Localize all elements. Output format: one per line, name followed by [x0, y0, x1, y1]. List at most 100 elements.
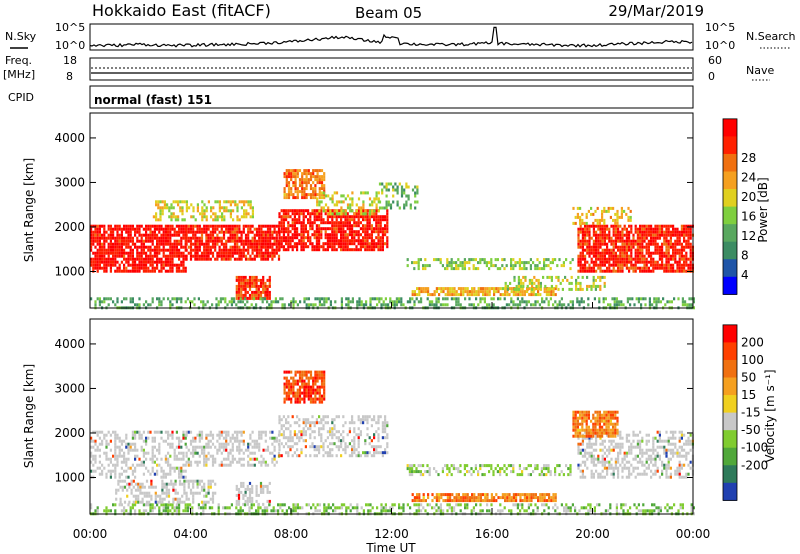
power-cell: [127, 230, 130, 234]
power-cell: [588, 239, 591, 243]
power-cell: [335, 230, 338, 234]
power-cell: [592, 281, 595, 285]
velocity-cell: [118, 451, 121, 455]
power-cell: [595, 245, 598, 249]
power-cell: [366, 239, 369, 243]
power-cell: [326, 248, 329, 252]
velocity-cell: [220, 445, 223, 449]
power-cell: [189, 230, 193, 234]
power-cell: [450, 258, 453, 262]
power-cell: [584, 254, 587, 258]
velocity-cell: [251, 499, 254, 503]
power-cell: [368, 212, 372, 216]
velocity-cell: [222, 463, 226, 467]
velocity-cell: [182, 451, 185, 455]
velocity-cell: [185, 445, 188, 449]
power-cell: [118, 242, 121, 246]
power-cell: [665, 251, 668, 255]
power-cell: [282, 233, 285, 237]
velocity-cell: [291, 415, 294, 419]
power-cell: [153, 236, 156, 240]
power-cell: [627, 218, 630, 222]
velocity-cell: [238, 439, 241, 443]
power-cell: [180, 224, 183, 228]
velocity-cell: [238, 445, 241, 449]
power-cell: [665, 269, 668, 273]
power-cell: [523, 300, 526, 304]
power-cell: [614, 230, 617, 234]
power-cell: [296, 193, 299, 197]
power-cell: [342, 242, 345, 246]
velocity-cell: [381, 421, 384, 425]
power-cell: [496, 258, 499, 262]
power-cell: [373, 242, 376, 246]
power-cell: [329, 233, 332, 237]
power-cell: [274, 300, 277, 304]
power-cell: [359, 215, 362, 219]
power-cell: [304, 224, 307, 228]
velocity-cell: [440, 493, 443, 497]
power-cell: [103, 230, 106, 234]
power-cell: [431, 303, 434, 307]
power-cell: [543, 267, 546, 271]
power-cell: [538, 267, 541, 271]
power-cell: [278, 248, 281, 252]
velocity-cell: [353, 427, 356, 431]
velocity-cell: [114, 430, 117, 434]
power-cell: [321, 303, 324, 307]
power-cell: [291, 218, 294, 222]
power-cell: [340, 212, 343, 216]
power-cell: [251, 212, 254, 216]
power-cell: [345, 303, 348, 307]
power-cell: [625, 245, 628, 249]
velocity-cell: [307, 382, 310, 386]
power-cell: [200, 236, 204, 240]
power-cell: [156, 266, 159, 270]
power-cell: [539, 287, 542, 291]
power-cell: [614, 257, 617, 261]
velocity-cell: [134, 469, 137, 473]
power-cell: [298, 169, 302, 173]
power-cell: [357, 239, 360, 243]
power-cell: [464, 290, 467, 294]
power-cell: [340, 200, 343, 204]
velocity-cell: [298, 373, 302, 377]
velocity-cell: [258, 448, 261, 452]
power-cell: [483, 300, 486, 304]
power-cell: [355, 230, 358, 234]
power-cell: [606, 269, 609, 273]
power-cell: [237, 284, 241, 288]
power-colorbar-tick: 20: [741, 190, 756, 204]
power-cell: [405, 185, 408, 189]
power-cell: [674, 260, 677, 264]
power-cell: [334, 300, 337, 304]
velocity-cell: [292, 376, 295, 380]
velocity-cell: [236, 433, 239, 437]
power-cell: [574, 221, 577, 225]
power-cell: [273, 242, 276, 246]
power-cell: [196, 206, 199, 210]
power-cell: [309, 172, 313, 176]
velocity-cell: [253, 457, 256, 461]
power-cell: [300, 239, 303, 243]
power-cell: [370, 224, 373, 228]
power-cell: [280, 230, 283, 234]
velocity-cell: [229, 460, 232, 464]
power-cell: [260, 227, 263, 231]
power-cell: [149, 230, 152, 234]
power-cell: [160, 239, 163, 243]
power-cell: [153, 227, 156, 231]
power-cell: [175, 269, 178, 273]
velocity-cell: [373, 436, 376, 440]
velocity-cell: [114, 469, 117, 473]
power-cell: [639, 230, 642, 234]
power-cell: [287, 245, 290, 249]
power-cell: [212, 212, 215, 216]
power-cell: [437, 297, 440, 301]
power-cell: [303, 181, 306, 185]
velocity-cell: [123, 439, 126, 443]
power-cell: [145, 251, 148, 255]
power-cell: [264, 230, 267, 234]
power-cell: [517, 278, 520, 282]
power-cell: [238, 245, 241, 249]
